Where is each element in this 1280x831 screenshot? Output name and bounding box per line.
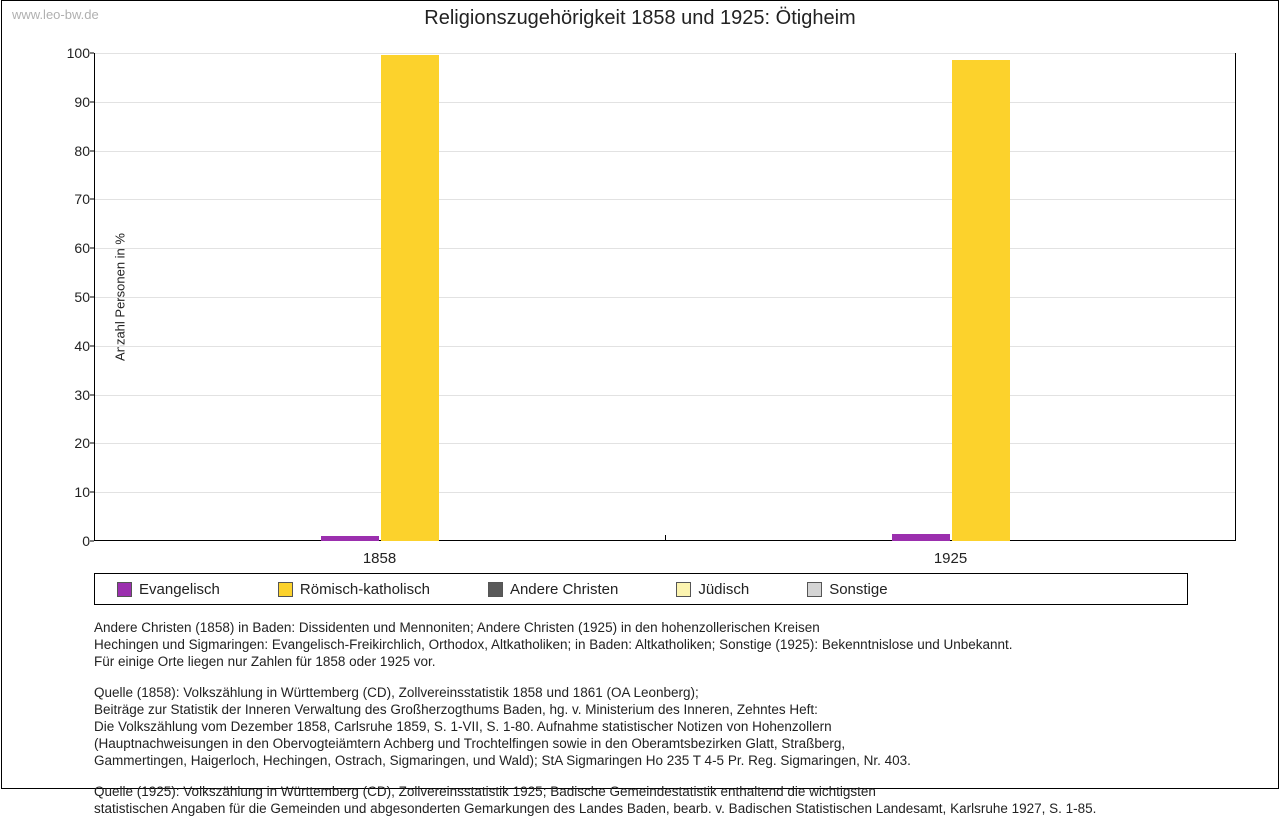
gridline-100 xyxy=(94,53,1236,54)
footnote-block-2: Quelle (1858): Volkszählung in Württembe… xyxy=(94,684,1224,769)
tick-label-80: 80 xyxy=(64,143,90,159)
tick-label-50: 50 xyxy=(64,289,90,305)
footnotes: Andere Christen (1858) in Baden: Disside… xyxy=(94,619,1224,831)
legend-label-sonstige: Sonstige xyxy=(829,581,887,598)
chart-title: Religionszugehörigkeit 1858 und 1925: Öt… xyxy=(2,7,1278,30)
chart-frame: www.leo-bw.de Religionszugehörigkeit 185… xyxy=(1,0,1279,789)
right-border-line xyxy=(1235,53,1236,541)
bar-1858-evangelisch[interactable] xyxy=(321,536,379,541)
legend-label-jüdisch: Jüdisch xyxy=(698,581,749,598)
legend-swatch-andere-christen xyxy=(488,582,503,597)
gridline-10 xyxy=(94,492,1236,493)
tick-label-90: 90 xyxy=(64,94,90,110)
legend-swatch-jüdisch xyxy=(676,582,691,597)
tick-label-60: 60 xyxy=(64,240,90,256)
footnote-block-1: Andere Christen (1858) in Baden: Disside… xyxy=(94,619,1224,670)
legend-item-jüdisch: Jüdisch xyxy=(676,581,785,598)
gridline-90 xyxy=(94,102,1236,103)
tick-label-10: 10 xyxy=(64,484,90,500)
footnote-block-3: Quelle (1925): Volkszählung in Württembe… xyxy=(94,783,1224,817)
legend-item-evangelisch: Evangelisch xyxy=(117,581,256,598)
bar-1858-römisch-katholisch[interactable] xyxy=(381,55,439,541)
group-label-1925: 1925 xyxy=(934,550,967,567)
legend-item-sonstige: Sonstige xyxy=(807,581,923,598)
gridline-40 xyxy=(94,346,1236,347)
y-axis-line xyxy=(94,53,95,541)
tick-label-20: 20 xyxy=(64,435,90,451)
legend-swatch-evangelisch xyxy=(117,582,132,597)
legend-label-evangelisch: Evangelisch xyxy=(139,581,220,598)
group-label-1858: 1858 xyxy=(363,550,396,567)
legend-label-römisch-katholisch: Römisch-katholisch xyxy=(300,581,430,598)
bar-1925-römisch-katholisch[interactable] xyxy=(952,60,1010,541)
legend-swatch-sonstige xyxy=(807,582,822,597)
legend-item-andere-christen: Andere Christen xyxy=(488,581,654,598)
gridline-50 xyxy=(94,297,1236,298)
legend-item-römisch-katholisch: Römisch-katholisch xyxy=(278,581,466,598)
group-divider-0 xyxy=(665,535,666,541)
gridline-80 xyxy=(94,151,1236,152)
tick-label-30: 30 xyxy=(64,387,90,403)
legend-swatch-römisch-katholisch xyxy=(278,582,293,597)
tick-label-40: 40 xyxy=(64,338,90,354)
legend: Evangelisch Römisch-katholisch Andere Chri… xyxy=(94,573,1188,605)
bar-1925-evangelisch[interactable] xyxy=(892,534,950,541)
gridline-30 xyxy=(94,395,1236,396)
tick-label-100: 100 xyxy=(64,45,90,61)
gridline-70 xyxy=(94,199,1236,200)
gridline-20 xyxy=(94,443,1236,444)
tick-label-0: 0 xyxy=(64,533,90,549)
gridline-60 xyxy=(94,248,1236,249)
legend-label-andere-christen: Andere Christen xyxy=(510,581,618,598)
tick-label-70: 70 xyxy=(64,191,90,207)
axis-end-tick xyxy=(1235,535,1236,541)
plot-area: Anzahl Personen in % 0 10 20 30 40 50 60 70 80 90… xyxy=(94,53,1236,541)
